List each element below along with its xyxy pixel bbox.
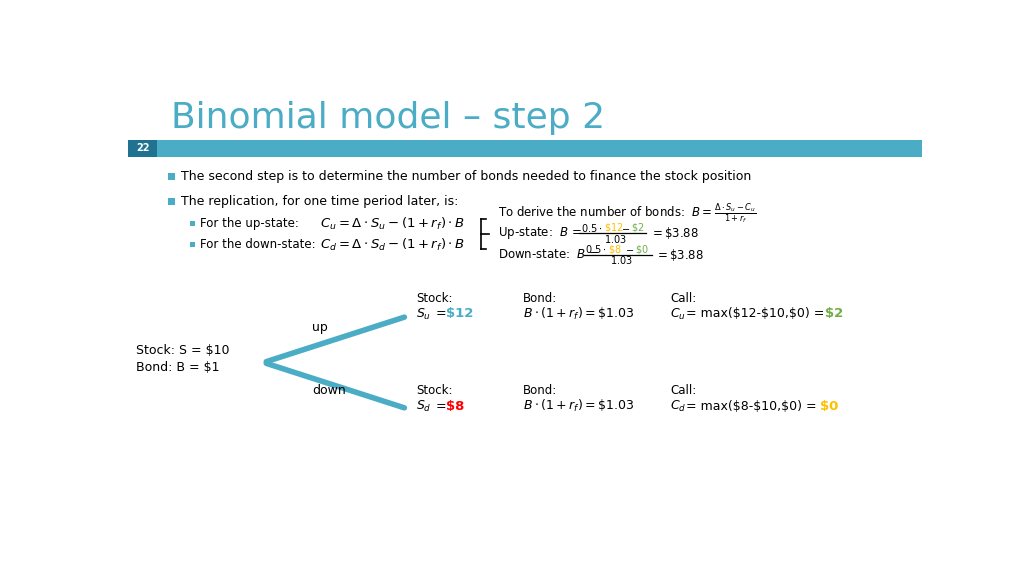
Text: 22: 22 bbox=[136, 143, 150, 153]
Text: = max(\$12-\$10,\$0) =: = max(\$12-\$10,\$0) = bbox=[686, 308, 828, 320]
Text: $\$2$: $\$2$ bbox=[631, 221, 644, 234]
Text: $S_d$: $S_d$ bbox=[417, 399, 432, 414]
Text: Call:: Call: bbox=[671, 385, 696, 397]
Text: For the down-state:: For the down-state: bbox=[200, 238, 315, 251]
Text: $C_u = \Delta \cdot S_u - (1 + r_f) \cdot B$: $C_u = \Delta \cdot S_u - (1 + r_f) \cdo… bbox=[321, 216, 465, 232]
Text: $2: $2 bbox=[825, 308, 844, 320]
Text: Binomial model – step 2: Binomial model – step 2 bbox=[171, 101, 605, 135]
Text: $B \cdot \left(1 + r_f\right) = \$1.03$: $B \cdot \left(1 + r_f\right) = \$1.03$ bbox=[523, 306, 635, 322]
Text: $C_u$: $C_u$ bbox=[671, 306, 686, 321]
Text: $C_d = \Delta \cdot S_d - (1 + r_f) \cdot B$: $C_d = \Delta \cdot S_d - (1 + r_f) \cdo… bbox=[321, 237, 465, 253]
Text: $S_u$: $S_u$ bbox=[417, 306, 431, 321]
Text: For the up-state:: For the up-state: bbox=[200, 217, 299, 230]
Bar bbox=[190, 221, 196, 226]
Text: = max(\$8-\$10,\$0) =: = max(\$8-\$10,\$0) = bbox=[686, 400, 820, 413]
Text: $1.03$: $1.03$ bbox=[610, 254, 633, 266]
Bar bbox=[168, 173, 175, 180]
Bar bbox=[190, 241, 196, 247]
Text: $\$12$: $\$12$ bbox=[604, 221, 624, 234]
Text: Bond:: Bond: bbox=[523, 292, 557, 305]
Text: $1.03$: $1.03$ bbox=[604, 233, 627, 245]
Text: $\$8$: $\$8$ bbox=[608, 243, 623, 256]
Text: Bond:: Bond: bbox=[523, 385, 557, 397]
Text: The second step is to determine the number of bonds needed to finance the stock : The second step is to determine the numb… bbox=[180, 170, 751, 183]
Text: $= \$3.88$: $= \$3.88$ bbox=[649, 225, 698, 241]
Bar bbox=[128, 140, 158, 157]
Text: $8: $8 bbox=[445, 400, 464, 413]
Text: $C_d$: $C_d$ bbox=[671, 399, 687, 414]
Text: Stock:: Stock: bbox=[417, 385, 453, 397]
Text: $B \cdot \left(1 + r_f\right) = \$1.03$: $B \cdot \left(1 + r_f\right) = \$1.03$ bbox=[523, 399, 635, 414]
Text: $0.5 \cdot$: $0.5 \cdot$ bbox=[586, 243, 606, 255]
Text: $12: $12 bbox=[445, 308, 473, 320]
Text: Up-state:  $B$ =: Up-state: $B$ = bbox=[499, 225, 584, 241]
Text: Bond: B = $1: Bond: B = $1 bbox=[136, 361, 219, 374]
Text: $-$: $-$ bbox=[621, 223, 630, 233]
Bar bbox=[168, 198, 175, 204]
Text: The replication, for one time period later, is:: The replication, for one time period lat… bbox=[180, 195, 458, 208]
Text: =: = bbox=[435, 308, 451, 320]
Text: Call:: Call: bbox=[671, 292, 696, 305]
Text: Down-state:  $B$ =: Down-state: $B$ = bbox=[499, 248, 601, 261]
Text: Stock: S = $10: Stock: S = $10 bbox=[136, 344, 229, 358]
Text: $\$0$: $\$0$ bbox=[635, 243, 648, 256]
Text: $0.5 \cdot$: $0.5 \cdot$ bbox=[581, 222, 602, 234]
Text: $= \$3.88$: $= \$3.88$ bbox=[655, 247, 703, 263]
Text: =: = bbox=[435, 400, 451, 413]
Text: $0: $0 bbox=[820, 400, 839, 413]
Text: up: up bbox=[312, 321, 329, 334]
Text: down: down bbox=[312, 385, 346, 397]
Bar bbox=[158, 140, 922, 157]
Text: Stock:: Stock: bbox=[417, 292, 453, 305]
Text: To derive the number of bonds:  $B = \frac{\Delta \cdot S_u - C_u}{1+r_f}$: To derive the number of bonds: $B = \fra… bbox=[499, 202, 757, 226]
Text: $-$: $-$ bbox=[625, 244, 634, 254]
